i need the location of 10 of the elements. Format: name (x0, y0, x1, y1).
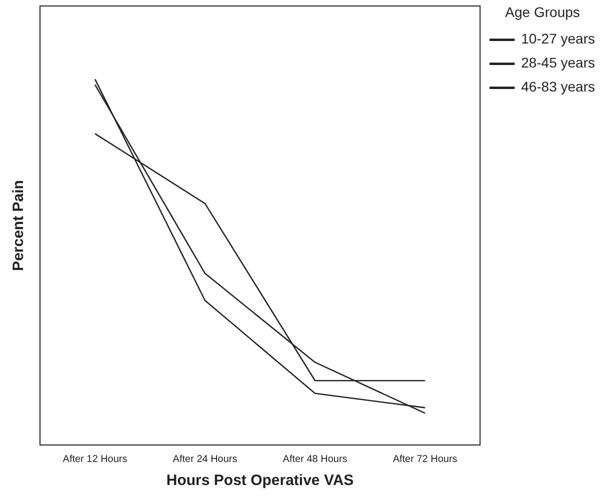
legend-title: Age Groups (505, 4, 580, 20)
legend-label: 28-45 years (521, 54, 596, 71)
legend-label: 10-27 years (521, 30, 596, 47)
x-tick-label: After 24 Hours (172, 454, 238, 465)
x-tick-label: After 72 Hours (392, 454, 458, 465)
y-axis-title: Percent Pain (10, 180, 28, 271)
x-axis-title: Hours Post Operative VAS (166, 472, 354, 490)
x-tick-label: After 48 Hours (282, 454, 348, 465)
x-tick-label: After 12 Hours (62, 454, 128, 465)
legend-label: 46-83 years (521, 78, 596, 95)
